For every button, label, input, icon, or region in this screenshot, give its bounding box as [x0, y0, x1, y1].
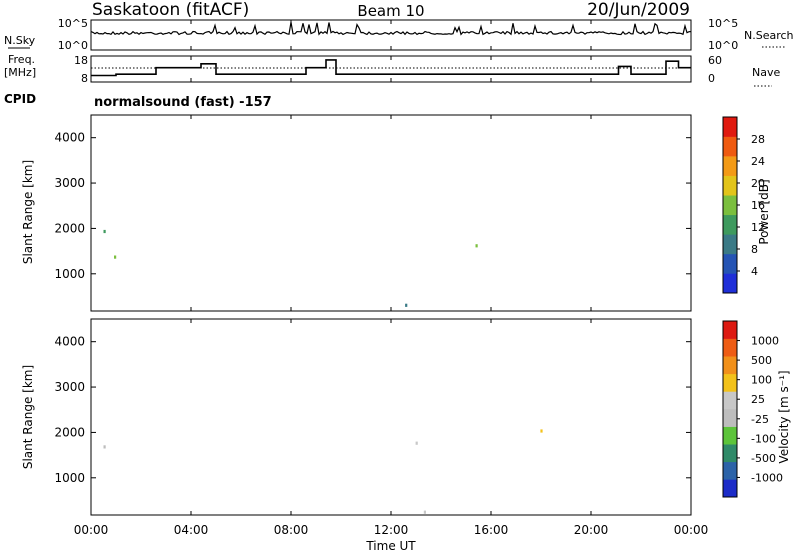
- y-tick-label: 4000: [54, 131, 85, 145]
- colorbar-segment: [723, 321, 737, 339]
- colorbar-tick-label: 1000: [751, 335, 779, 348]
- noise-right-tick-bottom: 10^0: [708, 39, 738, 52]
- colorbar-segment: [723, 117, 737, 137]
- colorbar-segment: [723, 444, 737, 463]
- colorbar-segment: [723, 273, 737, 294]
- colorbar-tick-label: 8: [751, 243, 758, 256]
- velocity-heatmap: [103, 429, 543, 514]
- colorbar-segment: [723, 426, 737, 445]
- colorbar-segment: [723, 409, 737, 427]
- cpid-label: CPID: [4, 92, 36, 106]
- colorbar-segment: [723, 253, 737, 274]
- x-tick-label: 00:00: [74, 523, 109, 537]
- heatmap-cell: [103, 229, 106, 234]
- heatmap-cell: [475, 244, 478, 248]
- noise-sky-label: N.Sky: [4, 34, 36, 47]
- freq-label-1: Freq.: [8, 53, 35, 66]
- colorbar-tick-label: -100: [751, 432, 776, 445]
- velocity-panel-frame: [90, 318, 692, 516]
- velocity-y-ticks: 4000 3000 2000 1000: [54, 335, 691, 485]
- colorbar-tick-label: 500: [751, 354, 772, 367]
- x-tick-label: 08:00: [274, 523, 309, 537]
- heatmap-cell: [415, 441, 418, 445]
- time-axis-ticks: 00:00 04:00 08:00 12:00 16:00 20:00 00:00: [74, 20, 709, 537]
- x-tick-label: 04:00: [174, 523, 209, 537]
- y-tick-label: 3000: [54, 380, 85, 394]
- power-ylabel: Slant Range [km]: [21, 160, 35, 264]
- velocity-ylabel: Slant Range [km]: [21, 365, 35, 469]
- noise-search-label: N.Search: [744, 29, 794, 42]
- colorbar-tick-label: 4: [751, 265, 758, 278]
- heatmap-cell: [540, 429, 543, 433]
- y-tick-label: 1000: [54, 267, 85, 281]
- heatmap-cell: [423, 510, 426, 514]
- colorbar-tick-label: 16: [751, 199, 765, 212]
- colorbar-segment: [723, 356, 737, 375]
- date-title: 20/Jun/2009: [587, 0, 690, 20]
- x-tick-label: 16:00: [474, 523, 509, 537]
- y-tick-label: 3000: [54, 176, 85, 190]
- colorbar-tick-label: -1000: [751, 471, 783, 484]
- velocity-colorbar-label: Velocity [m s⁻¹]: [777, 370, 791, 463]
- y-tick-label: 2000: [54, 425, 85, 439]
- x-tick-label: 00:00: [674, 523, 709, 537]
- colorbar-tick-label: 12: [751, 221, 765, 234]
- colorbar-segment: [723, 373, 737, 392]
- colorbar-tick-label: -500: [751, 452, 776, 465]
- colorbar-segment: [723, 156, 737, 176]
- colorbar-segment: [723, 234, 737, 255]
- heatmap-cell: [103, 445, 106, 449]
- colorbar-segment: [723, 214, 737, 235]
- colorbar-tick-label: 28: [751, 133, 765, 146]
- freq-right-tick-top: 60: [708, 54, 722, 67]
- power-heatmap: [103, 229, 478, 307]
- y-tick-label: 2000: [54, 221, 85, 235]
- station-title: Saskatoon (fitACF): [92, 0, 249, 20]
- colorbar-segment: [723, 479, 737, 498]
- colorbar-frame: [722, 320, 738, 498]
- beam-title: Beam 10: [357, 2, 424, 20]
- freq-left-tick-top: 18: [74, 54, 88, 67]
- noise-left-tick-bottom: 10^0: [58, 39, 88, 52]
- time-axis-label: Time UT: [365, 539, 416, 553]
- colorbar-tick-label: -25: [751, 413, 769, 426]
- colorbar-tick-label: 100: [751, 374, 772, 387]
- y-tick-label: 1000: [54, 471, 85, 485]
- frequency-line: [91, 59, 691, 77]
- power-colorbar: 28 24 20 16 12 8 4: [722, 116, 765, 294]
- x-tick-label: 20:00: [574, 523, 609, 537]
- colorbar-segment: [723, 175, 737, 196]
- heatmap-cell: [114, 255, 117, 259]
- noise-right-tick-top: 10^5: [708, 17, 738, 30]
- freq-label-2: [MHz]: [4, 66, 36, 79]
- power-y-ticks: 4000 3000 2000 1000: [54, 131, 691, 281]
- freq-right-tick-bottom: 0: [708, 72, 715, 85]
- cpid-value: normalsound (fast) -157: [94, 95, 272, 110]
- noise-sky-line: [90, 22, 692, 36]
- power-panel-frame: [90, 114, 692, 312]
- colorbar-tick-label: 20: [751, 177, 765, 190]
- colorbar-segment: [723, 195, 737, 216]
- heatmap-cell: [405, 303, 408, 307]
- power-colorbar-label: Power [dB]: [757, 179, 771, 244]
- colorbar-segment: [723, 338, 737, 357]
- freq-left-tick-bottom: 8: [81, 72, 88, 85]
- colorbar-tick-label: 24: [751, 155, 765, 168]
- velocity-colorbar: 1000 500 100 25 -25 -100 -500 -1000: [722, 320, 783, 498]
- noise-panel: [90, 19, 692, 51]
- x-tick-label: 12:00: [374, 523, 409, 537]
- colorbar-segment: [723, 136, 737, 157]
- y-tick-label: 4000: [54, 335, 85, 349]
- colorbar-segment: [723, 391, 737, 410]
- noise-left-tick-top: 10^5: [58, 17, 88, 30]
- colorbar-segment: [723, 461, 737, 480]
- nave-label: Nave: [752, 66, 780, 79]
- colorbar-tick-label: 25: [751, 393, 765, 406]
